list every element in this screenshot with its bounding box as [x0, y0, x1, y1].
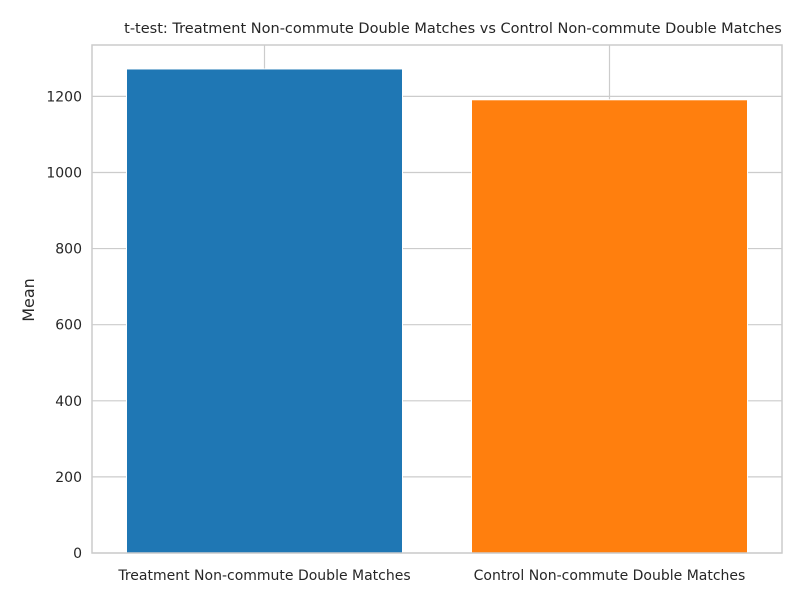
chart-title: t-test: Treatment Non-commute Double Mat…	[124, 21, 782, 37]
y-tick-label: 400	[55, 394, 82, 410]
y-tick-label: 200	[55, 470, 82, 486]
axis-layer: 0 200 400 600 800 1000 1200 Treatment Non-commu…	[46, 44, 783, 584]
plot-frame	[91, 44, 783, 554]
bar-layer	[126, 68, 748, 554]
x-tick-label: Treatment Non-commute Double Matches	[117, 568, 410, 584]
y-tick-label: 0	[73, 546, 82, 562]
y-tick-label: 1000	[46, 165, 82, 181]
bar	[471, 99, 748, 554]
y-tick-label: 800	[55, 242, 82, 258]
bar	[126, 68, 403, 554]
y-tick-label: 1200	[46, 89, 82, 105]
x-tick-label: Control Non-commute Double Matches	[474, 568, 746, 584]
y-tick-label: 600	[55, 318, 82, 334]
y-axis-label: Mean	[19, 278, 38, 322]
